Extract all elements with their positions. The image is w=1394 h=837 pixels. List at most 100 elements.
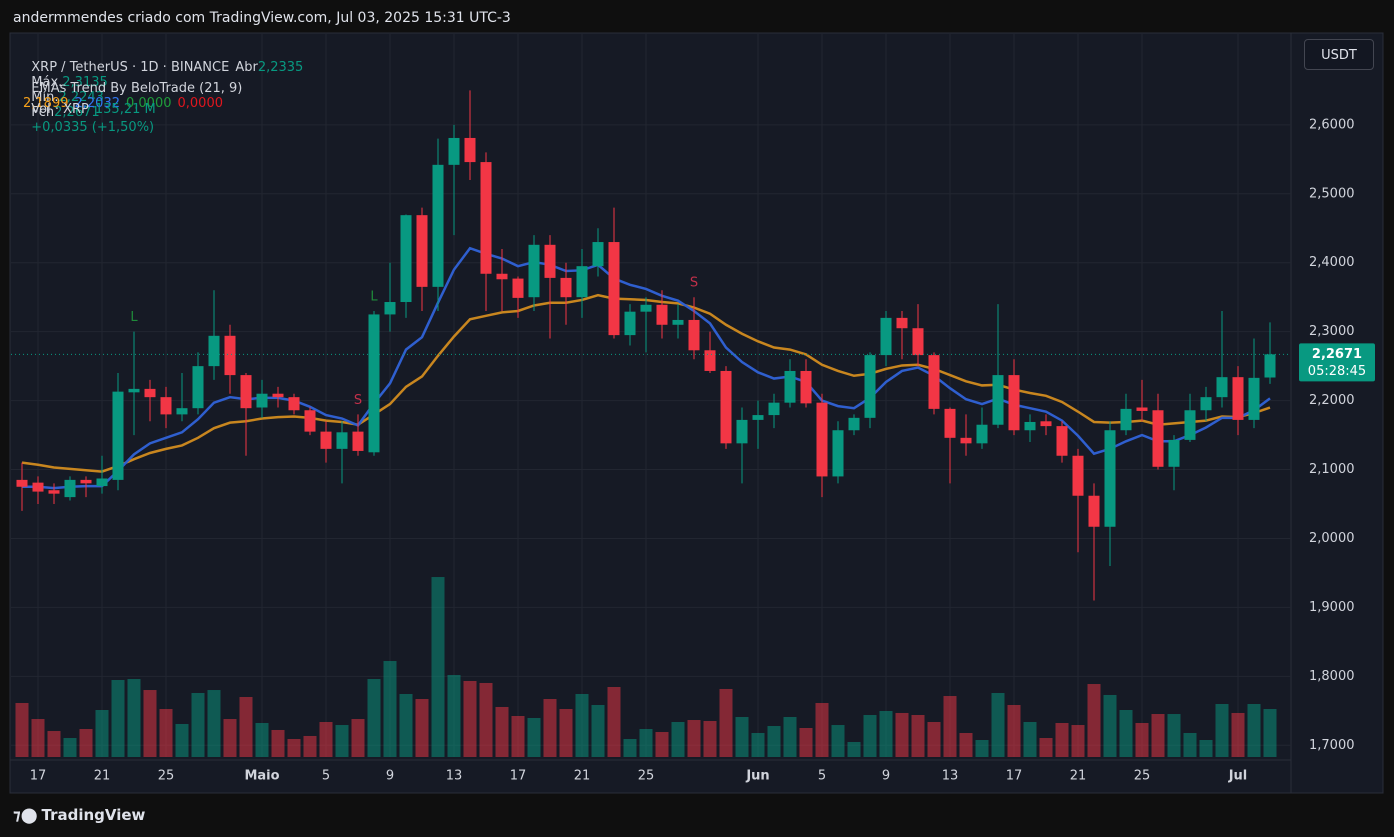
candle-body — [96, 478, 108, 487]
volume-bar — [447, 674, 461, 757]
candle-body — [304, 410, 316, 432]
candle-body — [1056, 426, 1068, 456]
last-price-label: 2,2671 — [1312, 347, 1362, 362]
candle-body — [816, 402, 828, 477]
volume-bar — [559, 709, 573, 757]
x-tick-label: 5 — [322, 769, 330, 784]
ema-line — [22, 246, 1271, 490]
y-tick-label: 2,0000 — [1309, 531, 1355, 546]
candle-body — [112, 391, 124, 480]
x-tick-label: 21 — [94, 769, 111, 784]
volume-value: 135,21 M — [94, 102, 156, 117]
volume-bar — [975, 739, 989, 757]
signal-label: L — [370, 289, 378, 304]
volume-bar — [79, 728, 93, 757]
volume-bar — [463, 680, 477, 757]
candle-body — [624, 311, 636, 336]
volume-bar — [1023, 721, 1037, 757]
candle-body — [16, 479, 28, 487]
candle-body — [384, 302, 396, 315]
volume-bar — [175, 723, 189, 757]
volume-bar — [367, 679, 381, 757]
x-tick-label: Jun — [745, 769, 769, 784]
candle-body — [1136, 407, 1148, 411]
candle-body — [176, 408, 188, 415]
signal-label: L — [1298, 0, 1306, 8]
volume-bar — [847, 741, 861, 757]
indicator-name: EMAs Trend By BeloTrade (21, 9) — [31, 81, 243, 96]
candle-body — [768, 402, 780, 416]
volume-bar — [111, 680, 125, 757]
volume-bar — [159, 709, 173, 757]
candle-body — [432, 164, 444, 287]
candle-body — [240, 375, 252, 409]
volume-bar — [1167, 714, 1181, 757]
candle-body — [1024, 421, 1036, 431]
volume-bar — [527, 717, 541, 757]
candle-body — [144, 388, 156, 398]
candle-body — [368, 314, 380, 453]
close-value: 2,2671 — [54, 105, 100, 120]
x-tick-label: 13 — [942, 769, 959, 784]
volume-bar — [607, 686, 621, 757]
volume-bar — [751, 733, 765, 757]
indicator-row: EMAs Trend By BeloTrade (21, 9) 2,1899 2,… — [23, 66, 248, 111]
volume-bar — [895, 712, 909, 757]
volume-bar — [207, 690, 221, 757]
currency-button[interactable]: USDT — [1304, 39, 1374, 70]
candle-body — [224, 335, 236, 376]
x-tick-label: 17 — [30, 769, 47, 784]
volume-bar — [127, 679, 141, 757]
change: +0,0335 (+1,50%) — [31, 120, 155, 135]
candle-body — [272, 393, 284, 398]
legend-row: XRP / TetherUS · 1D · BINANCE Abr2,2335 M… — [23, 45, 309, 135]
volume-bar — [639, 728, 653, 757]
high-value: 2,3135 — [62, 75, 108, 90]
volume-bar — [1151, 714, 1165, 757]
candle-body — [992, 375, 1004, 425]
volume-bar — [335, 725, 349, 757]
volume-bar — [223, 719, 237, 757]
candle-body — [416, 215, 428, 287]
logo-text: TradingView — [41, 806, 146, 824]
volume-bar — [1103, 694, 1117, 757]
candle-body — [496, 273, 508, 280]
volume-bar — [687, 720, 701, 757]
volume-bar — [399, 693, 413, 757]
candle-body — [1264, 354, 1276, 378]
volume-bar — [239, 697, 253, 757]
symbol: XRP / TetherUS · 1D · BINANCE — [31, 60, 230, 75]
volume-bar — [95, 709, 109, 757]
candle-body — [1184, 410, 1196, 440]
volume-bar — [991, 692, 1005, 757]
volume-bar — [1039, 738, 1053, 757]
volume-name: Vol · XRP — [31, 102, 89, 117]
candle-body — [720, 370, 732, 444]
volume-bar — [1263, 709, 1277, 757]
volume-bar — [303, 735, 317, 757]
candle-body — [288, 397, 300, 411]
x-tick-label: 13 — [446, 769, 463, 784]
volume-bar — [431, 577, 445, 757]
volume-bar — [623, 739, 637, 757]
chart-pane — [9, 32, 1384, 794]
y-tick-label: 2,5000 — [1309, 186, 1355, 201]
x-tick-label: 25 — [1134, 769, 1151, 784]
candle-body — [688, 319, 700, 351]
close-label: Fch — [31, 105, 55, 120]
candle-body — [480, 162, 492, 274]
last-price-box — [1299, 343, 1375, 382]
volume-bar — [879, 710, 893, 757]
x-tick-label: 17 — [1006, 769, 1023, 784]
x-tick-label: Jul — [1228, 769, 1248, 784]
indicator-value: 2,2032 — [74, 96, 121, 111]
logo-icon: ⁊⬤ — [13, 806, 38, 824]
candle-body — [1232, 377, 1244, 420]
candle-body — [352, 431, 364, 451]
open-label: Abr — [235, 60, 258, 75]
candle-body — [528, 244, 540, 298]
x-tick-label: 25 — [638, 769, 655, 784]
volume-bar — [655, 732, 669, 757]
candle-body — [208, 335, 220, 367]
y-tick-label: 1,9000 — [1309, 600, 1355, 615]
